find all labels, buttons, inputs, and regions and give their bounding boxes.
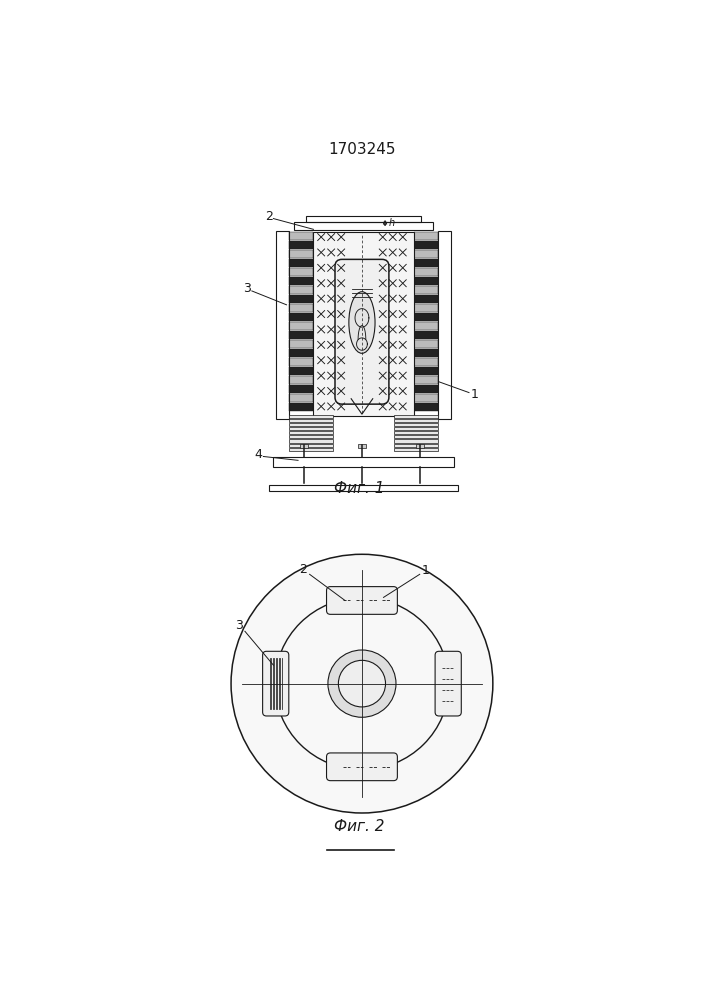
Bar bbox=[414, 367, 438, 375]
Bar bbox=[305, 216, 421, 222]
Bar bbox=[288, 259, 313, 267]
Bar bbox=[414, 241, 438, 249]
Bar bbox=[288, 435, 334, 438]
Text: 3: 3 bbox=[235, 619, 243, 632]
Bar bbox=[414, 232, 438, 240]
Bar bbox=[414, 250, 438, 258]
Bar bbox=[276, 231, 288, 419]
Bar bbox=[288, 394, 313, 402]
Bar bbox=[414, 349, 438, 357]
Bar bbox=[288, 295, 313, 303]
FancyBboxPatch shape bbox=[335, 259, 389, 404]
Bar bbox=[414, 268, 438, 276]
Text: h: h bbox=[389, 218, 395, 228]
Bar bbox=[394, 444, 438, 447]
Bar bbox=[288, 277, 313, 285]
Bar bbox=[414, 385, 438, 393]
Bar bbox=[288, 304, 313, 312]
Bar bbox=[394, 415, 438, 418]
Bar bbox=[288, 415, 334, 418]
Bar bbox=[288, 358, 313, 366]
Bar bbox=[288, 340, 313, 348]
Text: 2: 2 bbox=[300, 563, 308, 576]
Bar bbox=[394, 431, 438, 434]
Bar bbox=[288, 444, 334, 447]
FancyBboxPatch shape bbox=[327, 587, 397, 614]
Bar bbox=[414, 331, 438, 339]
Bar bbox=[414, 322, 438, 330]
Bar bbox=[288, 349, 313, 357]
Bar bbox=[358, 444, 366, 448]
Bar bbox=[288, 232, 313, 240]
Text: 4: 4 bbox=[255, 448, 263, 461]
Bar bbox=[288, 322, 313, 330]
Text: Фиг. 2: Фиг. 2 bbox=[334, 819, 385, 834]
Bar bbox=[414, 259, 438, 267]
Bar bbox=[414, 295, 438, 303]
Bar bbox=[394, 439, 438, 443]
Bar bbox=[288, 367, 313, 375]
Bar bbox=[288, 431, 334, 434]
Bar bbox=[414, 358, 438, 366]
Bar bbox=[288, 268, 313, 276]
Bar bbox=[300, 444, 308, 448]
Bar bbox=[414, 340, 438, 348]
Ellipse shape bbox=[349, 292, 375, 353]
Ellipse shape bbox=[231, 554, 493, 813]
Bar bbox=[438, 231, 450, 419]
Bar bbox=[288, 376, 313, 384]
Text: 1: 1 bbox=[422, 564, 430, 577]
FancyBboxPatch shape bbox=[435, 651, 461, 716]
Bar bbox=[294, 222, 433, 230]
Bar bbox=[288, 331, 313, 339]
Bar bbox=[414, 313, 438, 321]
Bar bbox=[269, 485, 458, 491]
Bar bbox=[288, 241, 313, 249]
Text: 3: 3 bbox=[243, 282, 251, 295]
Bar bbox=[414, 304, 438, 312]
Bar bbox=[288, 439, 334, 443]
Bar bbox=[414, 394, 438, 402]
Bar bbox=[288, 250, 313, 258]
Ellipse shape bbox=[339, 660, 385, 707]
Bar bbox=[394, 419, 438, 422]
Text: 2: 2 bbox=[265, 210, 273, 223]
Bar bbox=[288, 385, 313, 393]
FancyBboxPatch shape bbox=[327, 753, 397, 781]
Bar bbox=[416, 444, 423, 448]
Bar bbox=[313, 232, 414, 416]
Bar bbox=[414, 277, 438, 285]
Bar bbox=[414, 403, 438, 411]
Bar bbox=[394, 435, 438, 438]
Bar bbox=[414, 286, 438, 294]
Ellipse shape bbox=[328, 650, 396, 717]
Bar bbox=[288, 403, 313, 411]
Bar bbox=[414, 376, 438, 384]
Text: 1: 1 bbox=[470, 388, 479, 401]
Bar bbox=[288, 313, 313, 321]
Bar bbox=[288, 286, 313, 294]
Bar bbox=[288, 419, 334, 422]
Bar bbox=[288, 427, 334, 430]
Bar bbox=[394, 427, 438, 430]
Text: Фиг. 1: Фиг. 1 bbox=[334, 481, 385, 496]
Bar bbox=[288, 448, 334, 451]
Bar bbox=[394, 448, 438, 451]
FancyBboxPatch shape bbox=[262, 651, 288, 716]
Text: 1703245: 1703245 bbox=[328, 142, 396, 157]
Bar bbox=[288, 423, 334, 426]
Bar bbox=[274, 457, 454, 466]
Bar bbox=[394, 423, 438, 426]
